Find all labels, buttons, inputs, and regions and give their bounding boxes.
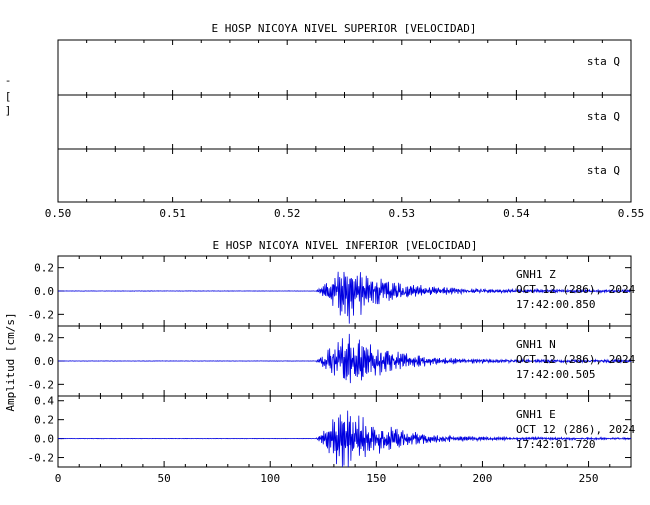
trace-panel-e: 0.4 0.2 0.0 -0.2 GNH1 E OCT 12 (286), 2024 17:…: [28, 395, 636, 468]
y-tick-label: 0.2: [34, 332, 54, 345]
y-tick-label: -0.2: [28, 308, 55, 321]
bottom-chart-title: E HOSP NICOYA NIVEL INFERIOR [VELOCIDAD]: [213, 239, 478, 252]
station-component-label: GNH1 N: [516, 338, 556, 351]
y-tick-label: -0.2: [28, 378, 55, 391]
station-label: sta Q: [587, 110, 620, 123]
top-chart-title: E HOSP NICOYA NIVEL SUPERIOR [VELOCIDAD]: [212, 22, 477, 35]
panel-frame: [57, 39, 632, 96]
station-label: sta Q: [587, 55, 620, 68]
date-label: OCT 12 (286), 2024: [516, 283, 636, 296]
top-trace-panel: sta Q: [57, 39, 632, 96]
x-tick-label: 0: [55, 472, 62, 485]
x-tick-label: 0.52: [274, 207, 301, 220]
trace-panel-z: 0.2 0.0 -0.2 GNH1 Z OCT 12 (286), 2024 17:42:…: [28, 255, 636, 327]
panel-frame: [57, 395, 632, 468]
time-label: 17:42:00.850: [516, 298, 595, 311]
top-side-mark-3: ]: [5, 104, 12, 117]
date-label: OCT 12 (286), 2024: [516, 423, 636, 436]
waveform-line: [57, 271, 632, 324]
station-component-label: GNH1 E: [516, 408, 556, 421]
y-tick-label: 0.0: [34, 433, 54, 446]
time-label: 17:42:01.720: [516, 438, 595, 451]
station-label: sta Q: [587, 164, 620, 177]
x-tick-label: 250: [579, 472, 599, 485]
x-tick-label: 0.54: [503, 207, 530, 220]
waveform-line: [58, 333, 632, 384]
x-tick-label: 0.55: [618, 207, 645, 220]
station-component-label: GNH1 Z: [516, 268, 556, 281]
top-side-mark-2: [: [5, 90, 12, 103]
panel-frame: [57, 148, 632, 203]
y-tick-label: 0.0: [34, 355, 54, 368]
trace-panel-n: 0.2 0.0 -0.2 GNH1 N OCT 12 (286), 2024 17:42:…: [28, 325, 636, 397]
x-tick-label: 100: [260, 472, 280, 485]
top-trace-panel: sta Q: [57, 148, 632, 203]
x-tick-label: 150: [366, 472, 386, 485]
x-tick-label: 0.53: [389, 207, 416, 220]
y-tick-label: 0.2: [34, 262, 54, 275]
x-tick-label: 200: [473, 472, 493, 485]
x-tick-label: 50: [157, 472, 170, 485]
top-trace-panel: sta Q: [57, 94, 632, 150]
date-label: OCT 12 (286), 2024: [516, 353, 636, 366]
bottom-y-axis-label: Amplitud [cm/s]: [4, 312, 17, 411]
y-tick-label: 0.4: [34, 395, 54, 408]
panel-frame: [57, 94, 632, 150]
x-tick-label: 0.50: [45, 207, 72, 220]
y-tick-label: 0.0: [34, 285, 54, 298]
x-tick-label: 0.51: [159, 207, 186, 220]
y-tick-label: 0.2: [34, 414, 54, 427]
top-side-mark-1: -: [5, 74, 12, 87]
time-label: 17:42:00.505: [516, 368, 595, 381]
y-tick-label: -0.2: [28, 452, 55, 465]
waveform-line: [57, 410, 632, 468]
